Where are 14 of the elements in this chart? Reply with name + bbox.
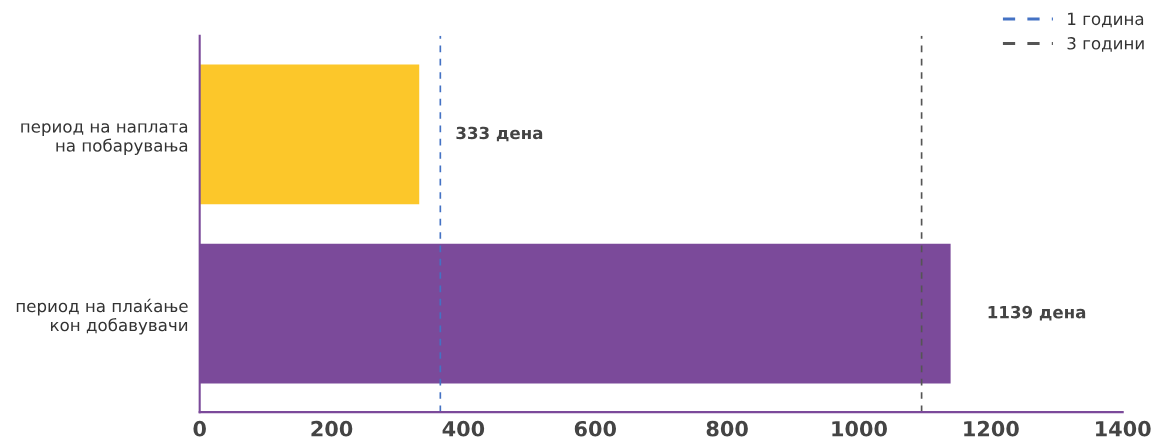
- legend-label: 1 година: [1068, 12, 1144, 28]
- x-tick-label: 1200: [964, 420, 1019, 437]
- x-tick-label: 400: [442, 420, 485, 437]
- y-tick-label: период на наплата на побарувања: [21, 123, 188, 155]
- x-tick-label: 1000: [832, 420, 887, 437]
- data-label: 333 дена: [456, 126, 543, 142]
- x-tick-label: 600: [574, 420, 617, 437]
- x-tick-label: 1400: [1096, 420, 1151, 437]
- ref-line-label: 3 години: [1067, 37, 1144, 52]
- x-tick-label: 0: [193, 420, 206, 437]
- data-label: 1139 дена: [988, 305, 1086, 321]
- y-tick-label: период на плаќање кон добавувачи: [16, 298, 188, 335]
- x-tick-label: 800: [706, 420, 748, 437]
- x-tick-label: 200: [311, 420, 353, 437]
